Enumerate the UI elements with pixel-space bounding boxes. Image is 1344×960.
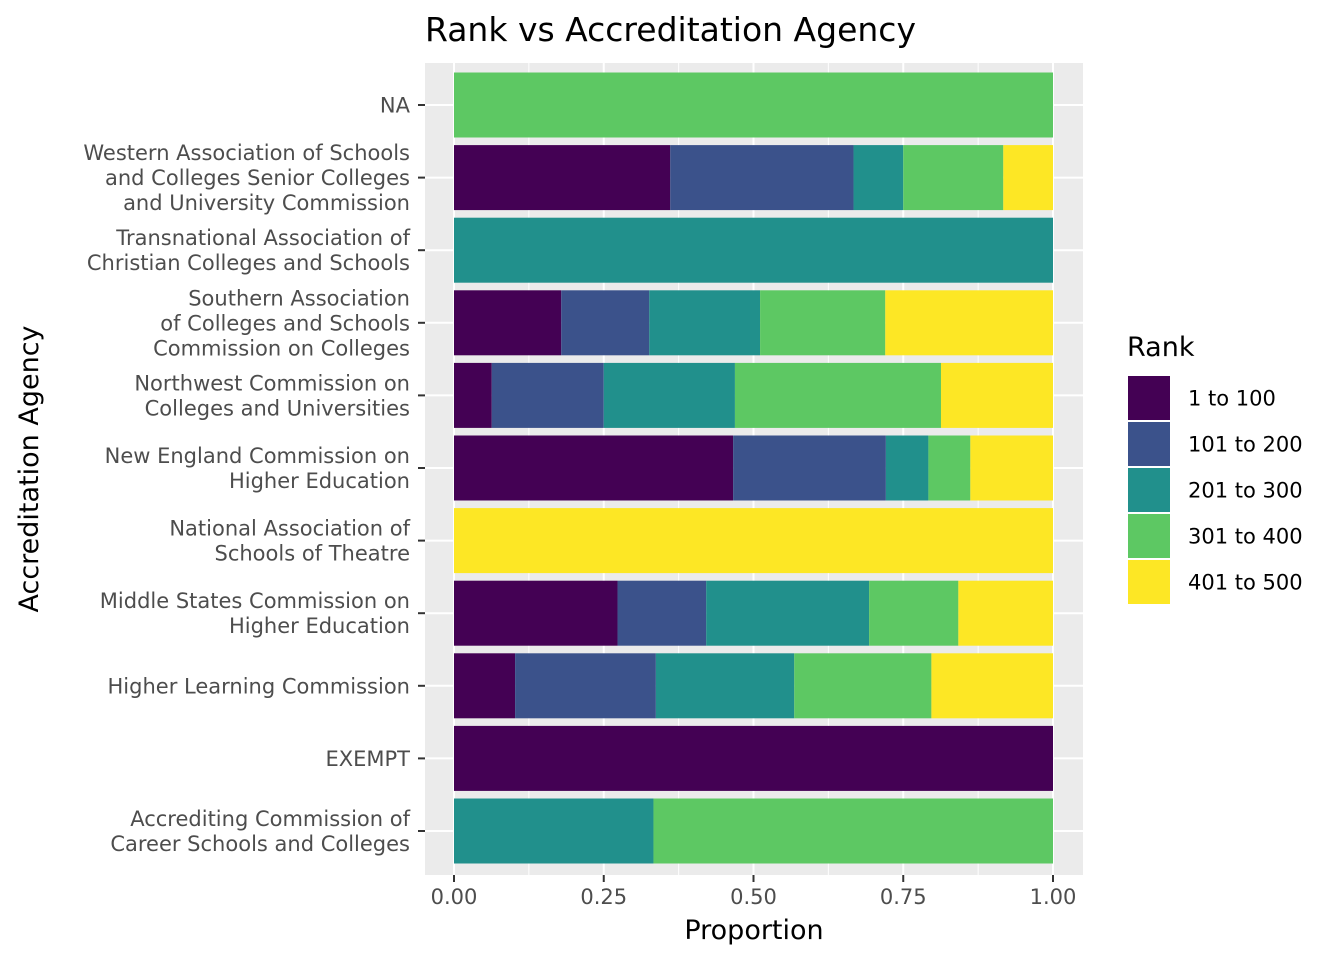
x-tick-label: 0.75 [880,885,927,909]
x-tick-label: 0.25 [580,885,627,909]
bar-segment [491,362,604,428]
y-tick-label: Northwest Commission on Colleges and Univ… [134,371,410,420]
y-tick-label: EXEMPT [325,747,410,771]
bar-segment [940,362,1053,428]
bar-segment [794,653,932,719]
bars [454,72,1053,864]
bar-segment [1003,145,1053,211]
bar-segment [454,725,1053,791]
y-tick-label: National Association of Schools of Theatr… [169,517,410,566]
bar-segment [653,798,1053,864]
bar-segment [454,72,1053,138]
x-axis-title: Proportion [684,915,823,946]
bar-segment [928,435,971,501]
y-tick-label: Western Association of Schools and Colleg… [83,141,410,215]
y-axis: NA Western Association of Schools and Coll… [83,94,425,856]
legend: Rank 1 to 100 101 to 200 201 to 300 301 to … [1127,332,1303,605]
bar-segment [670,145,854,211]
bar-segment [903,145,1004,211]
y-tick-label: Higher Learning Commission [108,674,410,698]
bar-segment [760,290,886,356]
bar-segment [454,290,562,356]
legend-swatch [1128,560,1170,604]
y-tick-label: Transnational Association of Christian Co… [87,226,411,275]
bar-segment [454,653,516,719]
legend-label: 401 to 500 [1188,571,1303,595]
bar-segment [869,580,959,646]
bar-segment [617,580,707,646]
bar-segment [885,290,1053,356]
legend-label: 201 to 300 [1188,479,1303,503]
legend-swatch [1128,468,1170,512]
bar-segment [958,580,1053,646]
bar-segment [733,435,886,501]
bar-segment [561,290,650,356]
x-tick-label: 0.50 [730,885,777,909]
y-tick-label: Middle States Commission on Higher Educat… [100,589,410,638]
y-tick-label: NA [380,94,411,118]
y-tick-label: New England Commission on Higher Educatio… [105,444,410,493]
legend-label: 101 to 200 [1188,433,1303,457]
y-axis-title: Accreditation Agency [14,325,45,612]
x-tick-label: 1.00 [1030,885,1077,909]
bar-segment [515,653,656,719]
bar-segment [655,653,795,719]
bar-segment [649,290,761,356]
legend-label: 1 to 100 [1188,387,1276,411]
legend-swatch [1128,514,1170,558]
legend-label: 301 to 400 [1188,525,1303,549]
legend-swatch [1128,376,1170,420]
bar-segment [853,145,904,211]
y-tick-label: Southern Association of Colleges and Scho… [153,286,410,360]
bar-segment [454,362,492,428]
bar-segment [454,508,1053,574]
x-tick-label: 0.00 [431,885,478,909]
legend-swatch [1128,422,1170,466]
bar-segment [885,435,929,501]
bar-segment [706,580,870,646]
bar-segment [931,653,1053,719]
bar-segment [454,435,734,501]
bar-segment [603,362,735,428]
bar-segment [454,145,671,211]
chart-title: Rank vs Accreditation Agency [425,10,916,49]
bar-segment [734,362,941,428]
bar-segment [454,580,618,646]
legend-title: Rank [1127,332,1195,363]
bar-segment [454,217,1053,283]
x-axis: 0.00 0.25 0.50 0.75 1.00 [431,875,1077,909]
bar-segment [970,435,1053,501]
y-tick-label: Accrediting Commission of Career Schools … [110,807,410,856]
bar-segment [454,798,654,864]
